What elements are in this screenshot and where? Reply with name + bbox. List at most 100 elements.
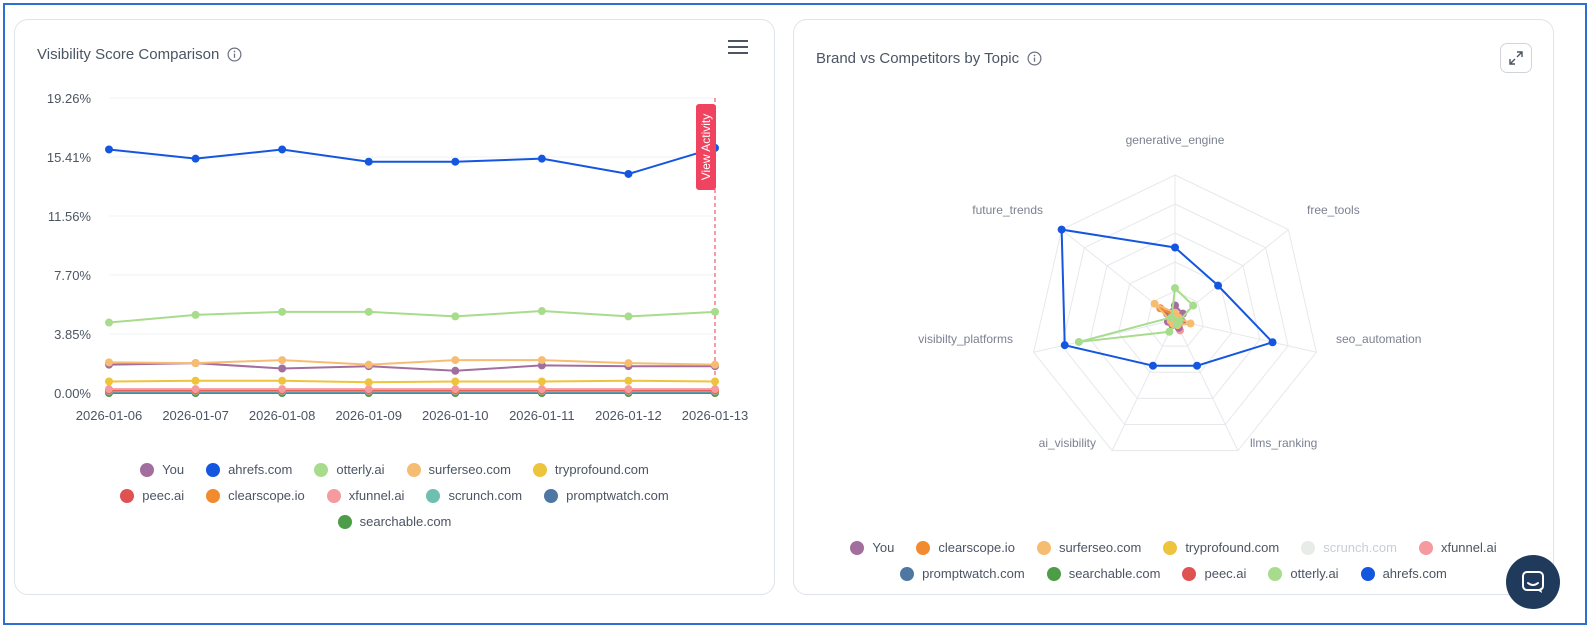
data-point-surferseo-com[interactable]	[537, 356, 546, 365]
radar-point-ahrefs-com[interactable]	[1148, 361, 1157, 370]
data-point-otterly-ai[interactable]	[537, 307, 546, 316]
radar-point-otterly-ai[interactable]	[1189, 301, 1198, 310]
data-point-tryprofound-com[interactable]	[624, 376, 633, 385]
legend-item-ahrefs-com[interactable]: ahrefs.com	[1360, 566, 1447, 581]
legend-item-peec-ai[interactable]: peec.ai	[1182, 566, 1246, 581]
data-point-otterly-ai[interactable]	[191, 310, 200, 319]
data-point-xfunnel-ai[interactable]	[364, 385, 373, 394]
legend-item-searchable-com[interactable]: searchable.com	[1046, 566, 1160, 581]
legend-item-clearscope-io[interactable]: clearscope.io	[916, 540, 1015, 555]
data-point-xfunnel-ai[interactable]	[451, 385, 460, 394]
chat-widget-button[interactable]	[1506, 555, 1560, 609]
x-tick-label: 2026-01-07	[162, 408, 229, 423]
radar-point-otterly-ai[interactable]	[1171, 284, 1179, 293]
legend-item-promptwatch-com[interactable]: promptwatch.com	[900, 566, 1025, 581]
legend-item-ahrefs-com[interactable]: ahrefs.com	[206, 462, 292, 477]
data-point-xfunnel-ai[interactable]	[278, 385, 287, 394]
radar-axis-label: free_tools	[1307, 203, 1360, 217]
data-point-ahrefs-com[interactable]	[364, 157, 373, 166]
series-line-surferseo-com[interactable]	[108, 359, 716, 366]
hamburger-menu-icon[interactable]	[726, 37, 750, 57]
legend-label: peec.ai	[1204, 566, 1247, 581]
data-point-xfunnel-ai[interactable]	[537, 385, 546, 394]
data-point-you[interactable]	[451, 366, 460, 375]
radar-point-otterly-ai[interactable]	[1165, 327, 1174, 336]
data-point-ahrefs-com[interactable]	[105, 145, 113, 154]
radar-point-surferseo-com[interactable]	[1186, 319, 1195, 328]
data-point-you[interactable]	[278, 364, 287, 373]
data-point-ahrefs-com[interactable]	[278, 145, 287, 154]
data-point-ahrefs-com[interactable]	[624, 169, 633, 178]
legend-row: promptwatch.com searchable.com peec.ai otte…	[794, 566, 1553, 581]
legend-item-you[interactable]: You	[140, 462, 184, 477]
data-point-otterly-ai[interactable]	[711, 307, 719, 316]
legend-item-xfunnel-ai[interactable]: xfunnel.ai	[326, 488, 404, 503]
data-point-otterly-ai[interactable]	[624, 312, 633, 321]
info-circle-icon[interactable]	[227, 47, 242, 62]
data-point-otterly-ai[interactable]	[364, 307, 373, 316]
legend-item-otterly-ai[interactable]: otterly.ai	[314, 462, 385, 477]
data-point-tryprofound-com[interactable]	[537, 377, 546, 386]
legend-swatch	[1301, 540, 1316, 555]
data-point-otterly-ai[interactable]	[105, 318, 113, 327]
radar-point-ahrefs-com[interactable]	[1214, 281, 1223, 290]
topic-card-title: Brand vs Competitors by Topic	[816, 50, 1020, 67]
radar-point-ahrefs-com[interactable]	[1171, 243, 1179, 252]
legend-item-peec-ai[interactable]: peec.ai	[120, 488, 184, 503]
visibility-card-title: Visibility Score Comparison	[37, 46, 220, 63]
data-point-ahrefs-com[interactable]	[191, 154, 200, 163]
legend-item-surferseo-com[interactable]: surferseo.com	[406, 462, 511, 477]
data-point-otterly-ai[interactable]	[278, 307, 287, 316]
data-point-surferseo-com[interactable]	[278, 356, 287, 365]
series-line-you[interactable]	[108, 362, 715, 372]
radar-point-otterly-ai[interactable]	[1074, 337, 1083, 346]
legend-swatch	[900, 566, 915, 581]
expand-button[interactable]	[1500, 43, 1532, 73]
view-activity-label[interactable]: View Activity	[699, 114, 713, 180]
radar-point-surferseo-com[interactable]	[1150, 299, 1159, 308]
data-point-surferseo-com[interactable]	[451, 356, 460, 365]
data-point-surferseo-com[interactable]	[624, 359, 633, 368]
data-point-surferseo-com[interactable]	[364, 360, 373, 369]
data-point-tryprofound-com[interactable]	[278, 376, 287, 385]
view-activity-badge[interactable]	[696, 104, 716, 190]
legend-item-scrunch-com[interactable]: scrunch.com	[426, 488, 522, 503]
series-line-tryprofound-com[interactable]	[108, 379, 716, 384]
legend-item-promptwatch-com[interactable]: promptwatch.com	[544, 488, 669, 503]
radar-series-ahrefs-com[interactable]	[1060, 228, 1275, 367]
data-point-otterly-ai[interactable]	[451, 312, 460, 321]
data-point-surferseo-com[interactable]	[105, 358, 113, 367]
legend-item-surferseo-com[interactable]: surferseo.com	[1036, 540, 1141, 555]
radar-point-ahrefs-com[interactable]	[1057, 225, 1066, 234]
data-point-tryprofound-com[interactable]	[711, 377, 719, 386]
data-point-surferseo-com[interactable]	[711, 360, 719, 369]
radar-point-ahrefs-com[interactable]	[1060, 341, 1069, 350]
data-point-xfunnel-ai[interactable]	[105, 385, 113, 394]
radar-point-ahrefs-com[interactable]	[1268, 338, 1277, 347]
legend-item-searchable-com[interactable]: searchable.com	[337, 514, 451, 529]
data-point-tryprofound-com[interactable]	[105, 377, 113, 386]
data-point-xfunnel-ai[interactable]	[624, 385, 633, 394]
legend-item-scrunch-com[interactable]: scrunch.com	[1301, 540, 1397, 555]
radar-point-otterly-ai[interactable]	[1167, 313, 1176, 322]
legend-item-clearscope-io[interactable]: clearscope.io	[206, 488, 305, 503]
radar-point-ahrefs-com[interactable]	[1193, 361, 1202, 370]
data-point-ahrefs-com[interactable]	[537, 154, 546, 163]
series-line-otterly-ai[interactable]	[108, 310, 716, 324]
data-point-xfunnel-ai[interactable]	[191, 385, 200, 394]
legend-item-you[interactable]: You	[850, 540, 894, 555]
legend-item-xfunnel-ai[interactable]: xfunnel.ai	[1418, 540, 1497, 555]
data-point-xfunnel-ai[interactable]	[711, 385, 719, 394]
data-point-tryprofound-com[interactable]	[451, 377, 460, 386]
series-line-ahrefs-com[interactable]	[108, 146, 716, 175]
data-point-surferseo-com[interactable]	[191, 359, 200, 368]
info-circle-icon[interactable]	[1027, 51, 1042, 66]
legend-item-otterly-ai[interactable]: otterly.ai	[1268, 566, 1339, 581]
radar-point-otterly-ai[interactable]	[1172, 319, 1181, 328]
y-tick-label: 7.70%	[54, 268, 91, 283]
legend-item-tryprofound-com[interactable]: tryprofound.com	[1163, 540, 1279, 555]
data-point-tryprofound-com[interactable]	[364, 378, 373, 387]
data-point-ahrefs-com[interactable]	[451, 157, 460, 166]
data-point-tryprofound-com[interactable]	[191, 376, 200, 385]
legend-item-tryprofound-com[interactable]: tryprofound.com	[532, 462, 649, 477]
